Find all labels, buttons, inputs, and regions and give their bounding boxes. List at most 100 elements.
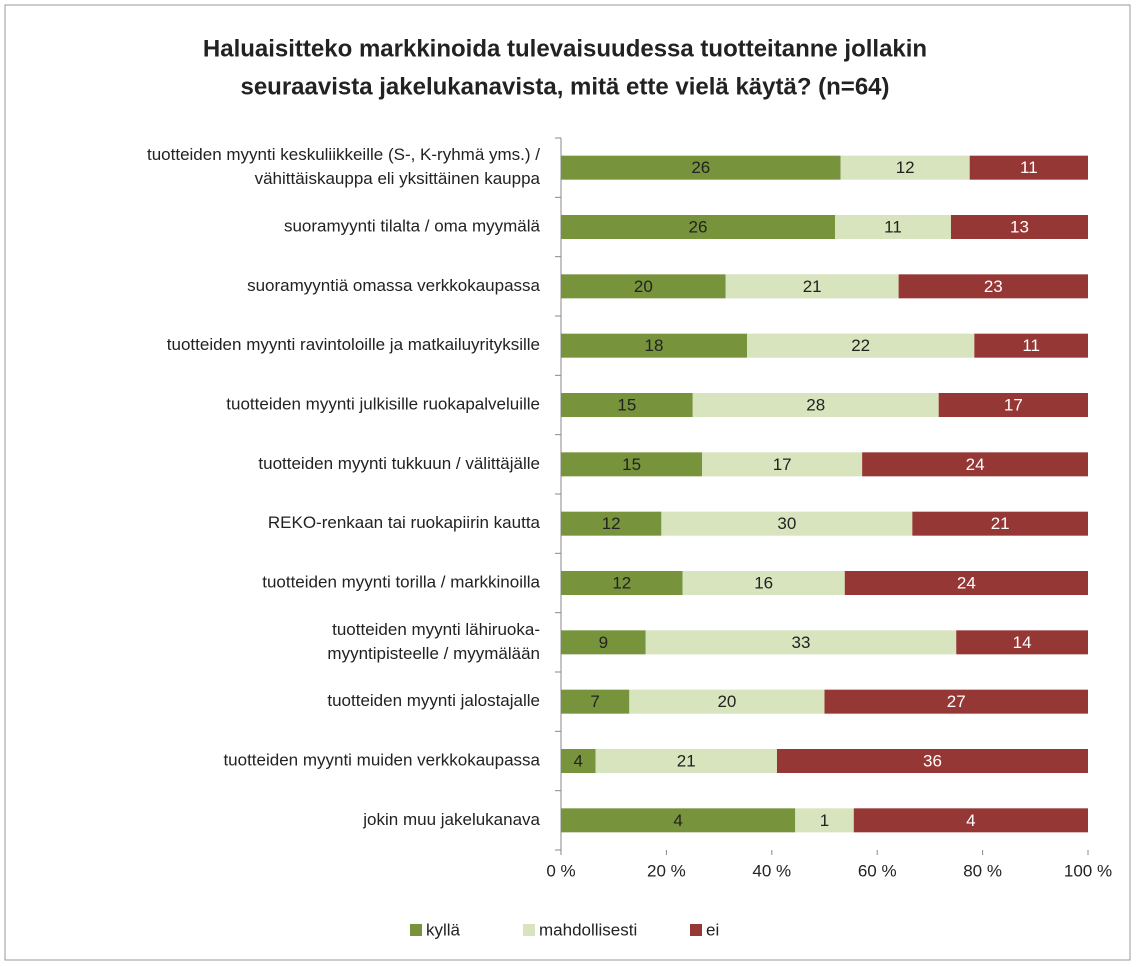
- bar-segment: [561, 689, 630, 714]
- y-tick-label: REKO-renkaan tai ruokapiirin kautta: [268, 513, 541, 532]
- data-label: 12: [896, 158, 915, 177]
- bar-segment: [950, 215, 1088, 239]
- bar-segment: [561, 808, 796, 833]
- data-label: 13: [1010, 217, 1029, 236]
- bar-segment: [969, 155, 1088, 180]
- bar-segment: [974, 333, 1088, 358]
- chart-title: seuraavista jakelukanavista, mitä ette v…: [240, 73, 889, 100]
- y-tick-label: tuotteiden myynti lähiruoka-: [332, 620, 540, 639]
- y-tick-label: myyntipisteelle / myymälään: [327, 644, 540, 663]
- bar-segment: [702, 452, 863, 477]
- y-tick-label: tuotteiden myynti muiden verkkokaupassa: [223, 750, 540, 769]
- bar-segment: [561, 630, 646, 655]
- data-label: 26: [691, 158, 710, 177]
- data-label: 14: [1013, 633, 1032, 652]
- data-label: 33: [792, 633, 811, 652]
- data-label: 16: [754, 573, 773, 592]
- y-tick-label: suoramyynti tilalta / oma myymälä: [284, 216, 541, 235]
- data-label: 21: [991, 514, 1010, 533]
- bar-segment: [912, 511, 1088, 536]
- data-label: 7: [590, 692, 599, 711]
- data-label: 15: [622, 455, 641, 474]
- data-label: 36: [923, 751, 942, 770]
- data-label: 11: [1022, 336, 1040, 355]
- data-label: 4: [673, 811, 682, 830]
- y-tick-label: tuotteiden myynti julkisille ruokapalvel…: [226, 394, 540, 413]
- x-tick-label: 60 %: [858, 861, 897, 880]
- data-label: 11: [884, 217, 902, 236]
- bar-segment: [561, 393, 693, 417]
- data-label: 21: [803, 277, 822, 296]
- bar-segment: [776, 749, 1088, 773]
- legend-swatch: [410, 924, 422, 936]
- data-label: 21: [677, 751, 696, 770]
- bar-segment: [692, 393, 939, 417]
- data-label: 24: [966, 455, 985, 474]
- bar-segment: [795, 808, 854, 833]
- bar-segment: [938, 393, 1088, 417]
- y-tick-label: tuotteiden myynti keskuliikkeille (S-, K…: [147, 145, 540, 164]
- bar-segment: [682, 571, 845, 595]
- data-label: 24: [957, 573, 976, 592]
- bar-segment: [725, 274, 899, 299]
- data-label: 28: [806, 395, 825, 414]
- y-tick-label: suoramyyntiä omassa verkkokaupassa: [247, 276, 540, 295]
- x-tick-label: 80 %: [963, 861, 1002, 880]
- data-label: 22: [851, 336, 870, 355]
- data-label: 9: [599, 633, 608, 652]
- data-label: 1: [820, 811, 829, 830]
- data-label: 26: [689, 217, 708, 236]
- bar-segment: [824, 689, 1088, 714]
- y-tick-label: tuotteiden myynti ravintoloille ja matka…: [167, 335, 540, 354]
- bar-segment: [561, 452, 703, 477]
- data-label: 17: [773, 455, 792, 474]
- bar-segment: [561, 571, 683, 595]
- bar-segment: [661, 511, 913, 536]
- data-label: 20: [634, 277, 653, 296]
- x-tick-label: 0 %: [546, 861, 575, 880]
- bar-segment: [840, 155, 970, 180]
- data-label: 12: [602, 514, 621, 533]
- legend-label: ei: [706, 920, 719, 939]
- legend-label: mahdollisesti: [539, 920, 637, 939]
- bar-segment: [862, 452, 1088, 477]
- legend-label: kyllä: [426, 920, 461, 939]
- y-tick-label: tuotteiden myynti tukkuun / välittäjälle: [258, 454, 540, 473]
- bar-segment: [645, 630, 957, 655]
- bar-segment: [629, 689, 825, 714]
- data-label: 18: [645, 336, 664, 355]
- bar-segment: [844, 571, 1088, 595]
- bar-segment: [898, 274, 1088, 299]
- y-tick-label: tuotteiden myynti torilla / markkinoilla: [262, 572, 540, 591]
- y-tick-label: jokin muu jakelukanava: [362, 810, 540, 829]
- x-tick-label: 20 %: [647, 861, 686, 880]
- bar-segment: [595, 749, 777, 773]
- bar-segment: [561, 333, 747, 358]
- y-tick-label: vähittäiskauppa eli yksittäinen kauppa: [255, 169, 541, 188]
- bar-segment: [747, 333, 975, 358]
- chart-title: Haluaisitteko markkinoida tulevaisuudess…: [203, 35, 927, 62]
- data-label: 30: [777, 514, 796, 533]
- bar-segment: [853, 808, 1088, 833]
- data-label: 15: [617, 395, 636, 414]
- data-label: 4: [966, 811, 975, 830]
- bar-segment: [835, 215, 951, 239]
- data-label: 4: [574, 751, 583, 770]
- data-label: 17: [1004, 395, 1023, 414]
- data-label: 23: [984, 277, 1003, 296]
- bar-segment: [561, 749, 596, 773]
- bar-segment: [561, 155, 841, 180]
- bar-segment: [561, 511, 662, 536]
- bar-segment: [561, 215, 836, 239]
- bar-segment: [956, 630, 1088, 655]
- x-tick-label: 40 %: [752, 861, 791, 880]
- data-label: 27: [947, 692, 966, 711]
- y-tick-label: tuotteiden myynti jalostajalle: [327, 691, 540, 710]
- data-label: 12: [612, 573, 631, 592]
- legend-swatch: [523, 924, 535, 936]
- data-label: 20: [717, 692, 736, 711]
- legend-swatch: [690, 924, 702, 936]
- x-tick-label: 100 %: [1064, 861, 1112, 880]
- data-label: 11: [1020, 158, 1038, 177]
